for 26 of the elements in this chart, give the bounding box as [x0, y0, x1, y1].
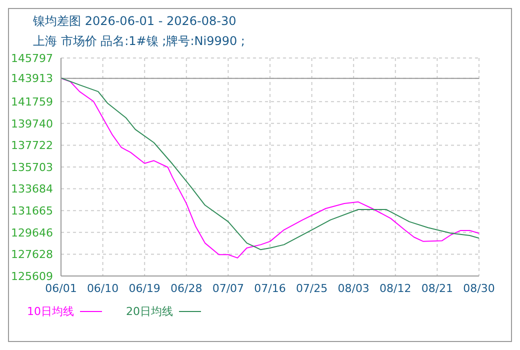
x-tick-label: 08/30 [463, 282, 495, 295]
y-tick-label: 137722 [11, 139, 53, 152]
y-tick-label: 127628 [11, 248, 53, 262]
y-tick-label: 125609 [11, 270, 53, 283]
x-tick-label: 08/03 [338, 282, 370, 295]
y-tick-label: 145797 [11, 52, 53, 65]
y-tick-label: 133684 [11, 182, 53, 196]
y-tick-label: 135703 [11, 160, 53, 174]
legend-label: 20日均线 [126, 304, 173, 319]
x-tick-label: 07/16 [254, 282, 286, 295]
y-tick-label: 141759 [11, 96, 53, 109]
x-tick-label: 06/19 [128, 282, 160, 295]
x-tick-label: 07/25 [296, 282, 328, 295]
chart-title: 镍均差图 2026-06-01 - 2026-08-30 [32, 13, 238, 30]
x-tick-label: 06/10 [86, 282, 119, 295]
y-tick-label: 139740 [11, 117, 53, 130]
x-tick-label: 08/21 [421, 282, 454, 295]
y-tick-label: 131665 [11, 204, 53, 218]
x-tick-label: 07/07 [212, 282, 244, 295]
y-tick-label: 143913 [11, 72, 53, 86]
legend-label: 10日均线 [27, 304, 74, 319]
x-tick-label: 06/01 [45, 282, 77, 295]
x-tick-label: 08/12 [380, 282, 412, 295]
x-tick-label: 06/28 [170, 282, 202, 295]
chart-subtitle: 上海 市场价 品名:1#镍 ;牌号:Ni9990 ; [32, 33, 246, 50]
y-tick-label: 129646 [11, 226, 53, 240]
